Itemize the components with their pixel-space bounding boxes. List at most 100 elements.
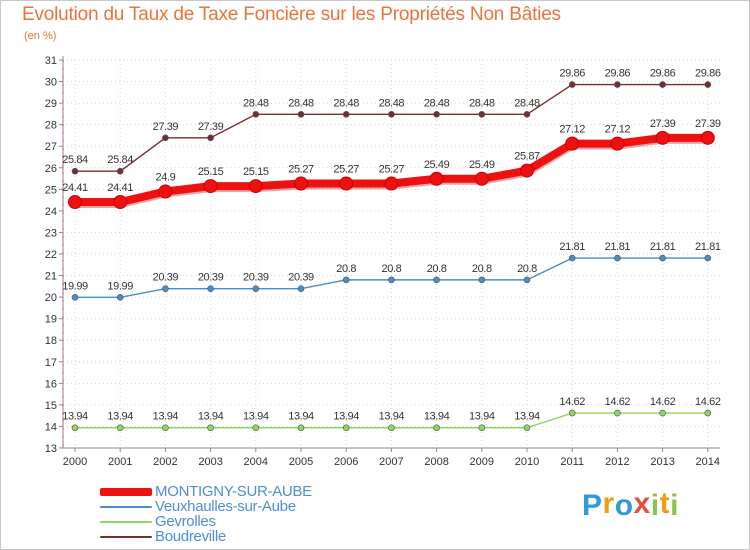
logo-letter: x: [633, 487, 651, 520]
data-point-boudreville: [342, 111, 350, 118]
x-tick-label: 2006: [334, 456, 358, 468]
x-tick-label: 2001: [108, 456, 132, 468]
data-point-montigny-sur-aube: [384, 176, 399, 191]
data-label-veuxhaulles-sur-aube: 21.81: [695, 241, 721, 253]
data-label-montigny-sur-aube: 24.9: [155, 171, 175, 183]
data-label-gevrolles: 13.94: [469, 411, 495, 423]
logo-letter: t: [659, 487, 671, 520]
y-tick-label: 13: [45, 443, 57, 455]
data-point-gevrolles: [297, 424, 305, 432]
data-point-boudreville: [388, 111, 395, 118]
logo-letter: P: [582, 489, 603, 522]
data-label-veuxhaulles-sur-aube: 19.99: [62, 280, 88, 292]
data-label-gevrolles: 13.94: [288, 411, 314, 423]
x-tick-label: 2012: [605, 456, 629, 468]
data-label-montigny-sur-aube: 27.39: [650, 118, 676, 130]
y-tick-label: 24: [45, 206, 57, 218]
data-label-gevrolles: 13.94: [424, 411, 450, 423]
data-label-veuxhaulles-sur-aube: 20.8: [336, 263, 356, 275]
y-tick-label: 15: [45, 400, 57, 412]
data-label-gevrolles: 13.94: [379, 411, 405, 423]
legend: MONTIGNY-SUR-AUBE Veuxhaulles-sur-Aube Gev…: [100, 483, 312, 545]
x-tick-label: 2008: [424, 456, 448, 468]
chart-title: Evolution du Taux de Taxe Foncière sur l…: [22, 4, 561, 25]
data-point-veuxhaulles-sur-aube: [523, 276, 531, 284]
y-tick-label: 26: [45, 163, 57, 175]
y-axis-unit: (en %): [24, 30, 57, 42]
data-label-boudreville: 28.48: [514, 97, 540, 109]
data-point-veuxhaulles-sur-aube: [568, 254, 576, 262]
x-tick-label: 2003: [198, 456, 222, 468]
data-label-veuxhaulles-sur-aube: 20.39: [198, 272, 224, 284]
data-point-montigny-sur-aube: [203, 179, 218, 194]
data-point-gevrolles: [71, 424, 79, 432]
data-point-veuxhaulles-sur-aube: [116, 294, 124, 301]
legend-swatch: [100, 520, 152, 523]
data-point-boudreville: [207, 134, 214, 142]
data-label-boudreville: 28.48: [243, 97, 269, 109]
data-point-montigny-sur-aube: [700, 130, 715, 145]
data-point-montigny-sur-aube: [429, 171, 444, 186]
data-point-gevrolles: [433, 424, 440, 432]
data-point-boudreville: [704, 81, 712, 88]
data-label-veuxhaulles-sur-aube: 20.39: [288, 272, 314, 284]
data-label-gevrolles: 13.94: [243, 411, 269, 423]
data-label-gevrolles: 13.94: [107, 411, 133, 423]
data-point-gevrolles: [523, 424, 531, 432]
y-tick-label: 19: [45, 314, 57, 326]
data-point-boudreville: [433, 111, 440, 118]
data-label-boudreville: 28.48: [379, 97, 405, 109]
legend-item: Gevrolles: [100, 513, 312, 530]
data-point-veuxhaulles-sur-aube: [433, 276, 440, 284]
data-point-montigny-sur-aube: [655, 130, 670, 145]
data-point-boudreville: [614, 81, 621, 88]
data-point-gevrolles: [116, 424, 124, 432]
data-label-montigny-sur-aube: 25.27: [379, 164, 405, 176]
data-point-gevrolles: [659, 409, 666, 417]
data-point-boudreville: [116, 167, 124, 175]
data-label-gevrolles: 14.62: [695, 396, 721, 408]
data-point-montigny-sur-aube: [520, 163, 534, 178]
data-point-veuxhaulles-sur-aube: [207, 285, 214, 293]
data-label-gevrolles: 13.94: [153, 411, 179, 423]
data-point-gevrolles: [568, 409, 576, 417]
data-label-boudreville: 28.48: [424, 97, 450, 109]
x-tick-label: 2014: [696, 456, 720, 468]
data-label-montigny-sur-aube: 27.39: [695, 118, 721, 130]
data-point-veuxhaulles-sur-aube: [478, 276, 486, 284]
data-label-montigny-sur-aube: 27.12: [605, 124, 631, 136]
data-point-boudreville: [568, 81, 576, 88]
data-point-montigny-sur-aube: [113, 195, 128, 210]
y-tick-label: 23: [45, 227, 57, 239]
y-tick-label: 20: [45, 292, 57, 304]
data-point-veuxhaulles-sur-aube: [704, 254, 712, 262]
data-label-montigny-sur-aube: 25.49: [469, 159, 495, 171]
data-point-montigny-sur-aube: [248, 179, 263, 194]
data-label-gevrolles: 13.94: [62, 411, 88, 423]
logo-letter: r: [602, 487, 615, 520]
x-tick-label: 2013: [650, 456, 674, 468]
y-tick-label: 31: [45, 55, 57, 67]
data-point-montigny-sur-aube: [565, 136, 580, 151]
data-point-boudreville: [252, 111, 260, 118]
legend-item: MONTIGNY-SUR-AUBE: [100, 483, 312, 500]
data-point-montigny-sur-aube: [294, 176, 308, 191]
data-point-boudreville: [297, 111, 305, 118]
data-label-veuxhaulles-sur-aube: 21.81: [559, 241, 585, 253]
data-label-gevrolles: 14.62: [559, 396, 585, 408]
y-tick-label: 28: [45, 120, 57, 132]
data-label-gevrolles: 13.94: [333, 411, 359, 423]
legend-swatch: [100, 487, 152, 496]
x-tick-label: 2010: [515, 456, 539, 468]
data-point-montigny-sur-aube: [339, 176, 354, 191]
legend-label: Boudreville: [155, 528, 226, 545]
data-label-boudreville: 28.48: [469, 97, 495, 109]
data-point-veuxhaulles-sur-aube: [71, 294, 79, 301]
data-label-montigny-sur-aube: 24.41: [107, 182, 133, 194]
legend-item: Boudreville: [100, 528, 312, 545]
data-label-gevrolles: 13.94: [514, 411, 540, 423]
legend-label: Veuxhaulles-sur-Aube: [155, 498, 296, 515]
y-tick-label: 16: [45, 378, 57, 390]
x-tick-label: 2004: [244, 456, 268, 468]
logo-letter: i: [650, 489, 660, 522]
